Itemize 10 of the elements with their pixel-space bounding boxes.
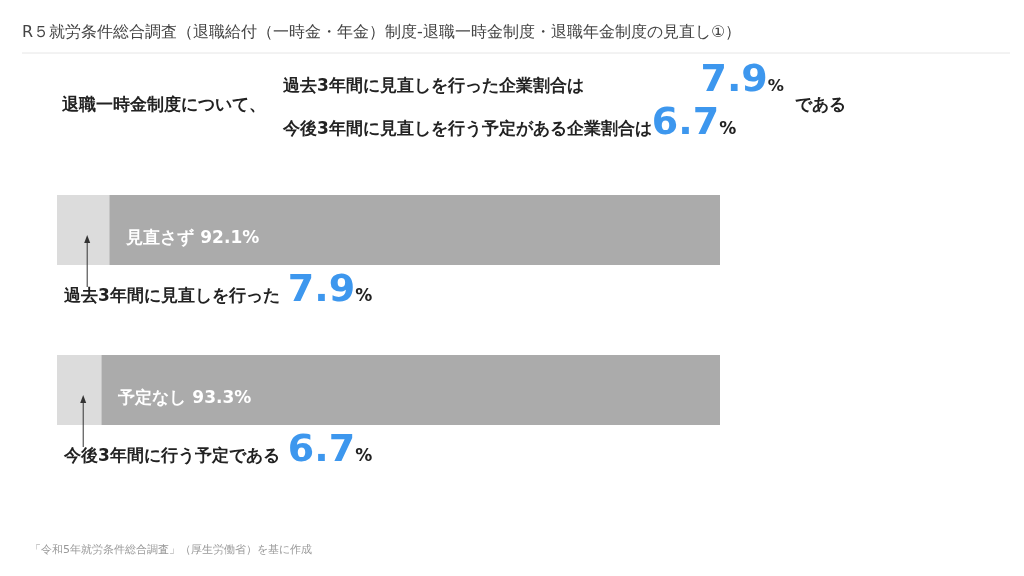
text: 過去3年間に見直しを行った企業割合は 7.9% bbox=[283, 56, 784, 100]
data-label: 見直さず 92.1% bbox=[125, 227, 260, 247]
text: である bbox=[795, 94, 846, 114]
text: 今後3年間に見直しを行う予定がある企業割合は6.7% bbox=[282, 99, 737, 143]
data-label: 今後3年間に行う予定である 6.7% bbox=[63, 426, 373, 470]
data-label: 過去3年間に見直しを行った 7.9% bbox=[63, 266, 373, 310]
chart-title: R５就労条件総合調査（退職給付（一時金・年金）制度-退職一時金制度・退職年金制度の見直し①） bbox=[22, 22, 742, 41]
text: 退職一時金制度について、 bbox=[61, 94, 266, 114]
data-label: 予定なし 93.3% bbox=[117, 387, 252, 407]
text: 「令和5年就労条件総合調査」（厚生労働省）を基に作成 bbox=[30, 543, 312, 556]
